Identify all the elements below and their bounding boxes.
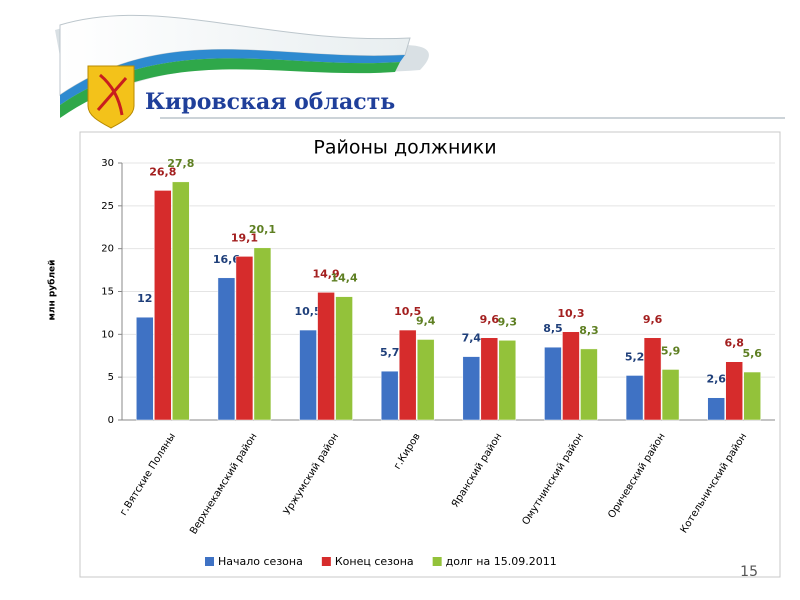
x-tick-label: г.Вятские Поляны [118, 431, 178, 517]
bar [335, 296, 353, 421]
legend-swatch [321, 557, 331, 566]
bar [625, 375, 644, 421]
value-label: 19,1 [231, 231, 258, 244]
y-axis-label: млн рублей [47, 260, 58, 321]
x-tick-label: Омутнинский район [520, 431, 586, 527]
y-tick-label: 10 [101, 329, 114, 340]
bar [235, 256, 254, 421]
legend-label: долг на 15.09.2011 [446, 555, 557, 568]
bar [217, 277, 236, 421]
bar [172, 181, 190, 421]
bar [299, 329, 317, 421]
bar [154, 190, 172, 421]
value-label: 14,9 [312, 267, 339, 280]
legend-label: Конец сезона [335, 555, 414, 568]
value-label: 6,8 [724, 337, 744, 350]
legend-swatch [432, 557, 442, 566]
value-label: 27,8 [167, 157, 194, 170]
y-tick-label: 20 [101, 244, 114, 255]
value-label: 10,5 [394, 305, 421, 318]
emblem-bow [96, 73, 128, 116]
bar [480, 337, 499, 421]
bar [661, 369, 680, 421]
bar [562, 331, 580, 421]
bar [317, 292, 335, 421]
y-tick-label: 5 [108, 372, 114, 383]
y-tick-label: 15 [101, 287, 114, 298]
value-label: 8,3 [579, 324, 599, 337]
value-label: 16,6 [213, 253, 240, 266]
x-tick-label: Яранский район [450, 431, 505, 509]
bar [643, 337, 662, 421]
value-label: 26,8 [149, 165, 176, 178]
bar [136, 316, 154, 421]
y-tick-label: 30 [101, 158, 114, 169]
bar [462, 356, 481, 421]
x-tick-label: г.Киров [392, 431, 423, 471]
banner-green [60, 58, 400, 118]
value-label: 20,1 [249, 223, 276, 236]
bar [580, 348, 598, 421]
value-label: 9,6 [480, 313, 500, 326]
bar [398, 329, 417, 421]
chart-frame [79, 131, 781, 578]
value-label: 5,7 [380, 346, 400, 359]
bar [380, 370, 399, 421]
value-label: 5,9 [661, 344, 681, 357]
bar [498, 340, 517, 421]
bar [416, 339, 435, 421]
value-label: 10,5 [294, 305, 321, 318]
banner-blue [60, 49, 405, 105]
slide-title: Кировская область [145, 89, 395, 115]
value-label: 9,4 [416, 314, 436, 327]
value-label: 10,3 [557, 307, 584, 320]
value-label: 5,2 [625, 350, 645, 363]
value-label: 9,6 [643, 313, 663, 326]
bar [725, 361, 743, 421]
x-tick-label: Котельничский район [679, 431, 750, 535]
x-tick-label: Уржумский район [282, 431, 341, 517]
bar [707, 397, 725, 421]
legend-swatch [205, 557, 214, 566]
bar [253, 247, 272, 421]
y-tick-label: 0 [108, 415, 114, 426]
x-tick-label: Оричевский район [606, 431, 667, 520]
value-label: 12 [137, 292, 152, 305]
value-label: 8,5 [543, 322, 563, 335]
x-tick-label: Верхнекамский район [188, 431, 259, 536]
value-label: 14,4 [330, 272, 357, 285]
bar [743, 371, 761, 421]
bar [544, 346, 562, 421]
value-label: 7,4 [462, 332, 482, 345]
value-label: 2,6 [706, 373, 726, 386]
value-label: 5,6 [742, 347, 762, 360]
value-label: 9,3 [498, 315, 518, 328]
y-tick-label: 25 [101, 201, 114, 212]
page-number: 15 [740, 564, 758, 580]
chart-title: Районы должники [313, 137, 496, 159]
legend-label: Начало сезона [218, 555, 303, 568]
